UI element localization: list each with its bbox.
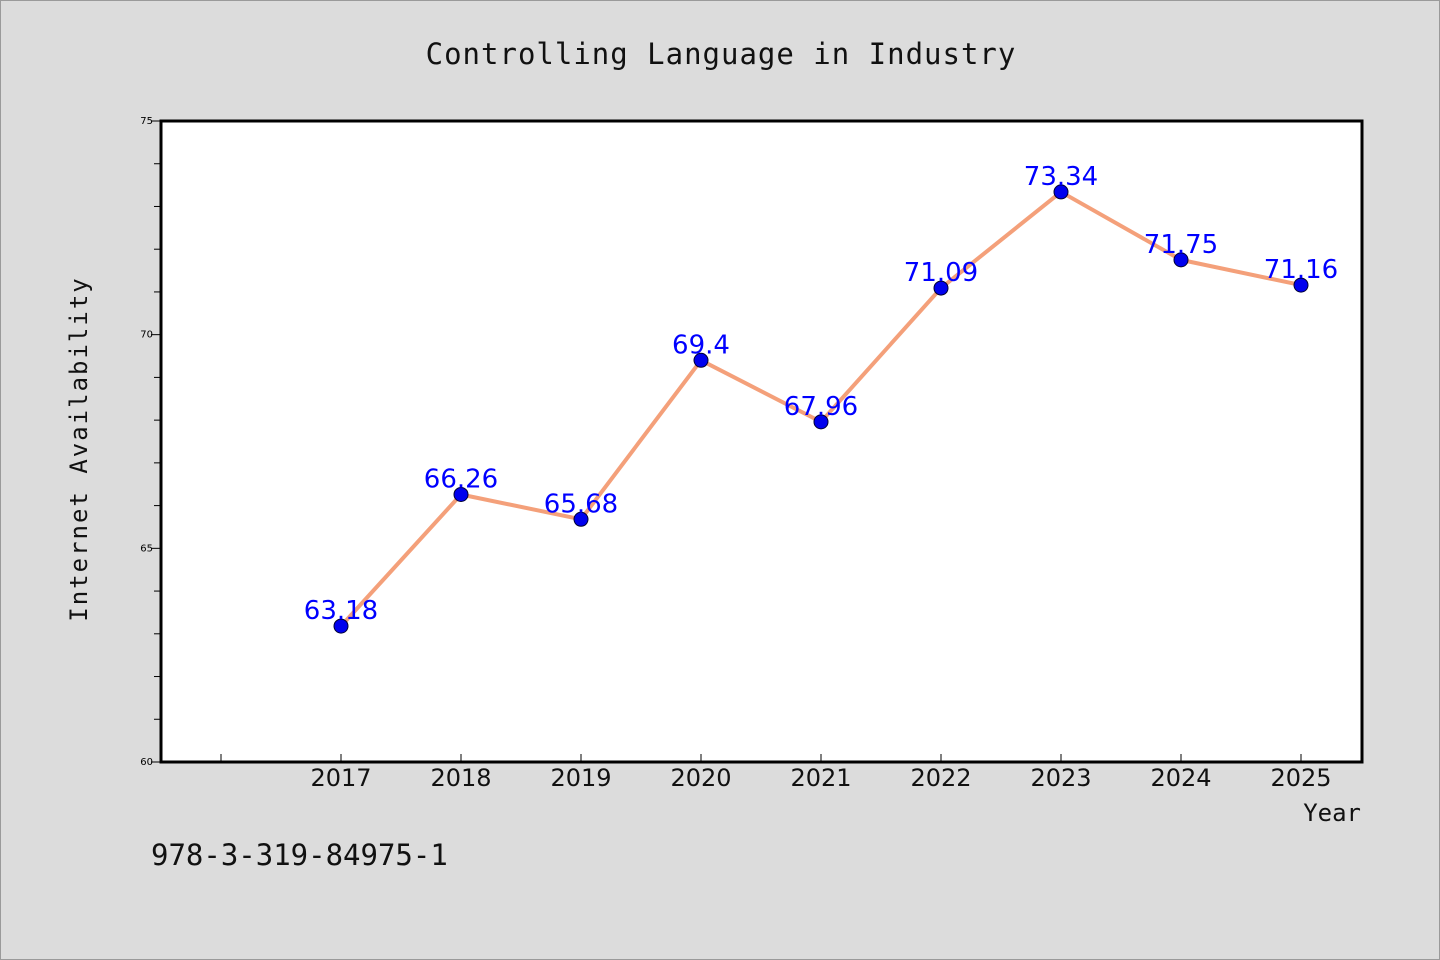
x-tick-label: 2017 (310, 764, 371, 792)
y-tick-label: 65 (140, 543, 153, 554)
chart-title: Controlling Language in Industry (426, 37, 1017, 71)
y-tick-label: 60 (140, 757, 153, 768)
data-label: 69.4 (672, 330, 730, 360)
data-label: 66.26 (424, 464, 498, 494)
data-point-marker (1293, 277, 1309, 293)
data-point-marker (1053, 184, 1069, 200)
data-point-marker (813, 414, 829, 430)
data-label: 71.09 (904, 258, 978, 288)
y-axis-label: Internet Availability (65, 276, 93, 621)
x-axis: 2017 2018 2019 2020 2021 2022 2023 2024 2025 (220, 754, 1332, 792)
data-point-marker (1173, 252, 1189, 268)
y-tick-label: 70 (140, 330, 153, 341)
data-label: 71.16 (1264, 255, 1338, 285)
data-point-marker (573, 511, 589, 527)
data-label: 67.96 (784, 392, 858, 422)
data-label: 73.34 (1024, 162, 1098, 192)
x-tick-label: 2020 (670, 764, 731, 792)
x-axis-label: Year (1303, 799, 1361, 827)
data-point-marker (933, 280, 949, 296)
x-tick-label: 2025 (1270, 764, 1331, 792)
data-label: 65.68 (544, 489, 618, 519)
series-line-group: 63.18 66.26 65.68 69.4 67.96 71.09 73.34 71.75 7… (304, 162, 1338, 634)
data-point-marker (453, 486, 469, 502)
x-tick-label: 2019 (550, 764, 611, 792)
x-tick-label: 2018 (430, 764, 491, 792)
y-axis: 60 65 70 75 (140, 116, 161, 768)
x-tick-label: 2024 (1150, 764, 1211, 792)
data-point-marker (333, 618, 349, 634)
data-point-marker (693, 352, 709, 368)
data-label: 71.75 (1144, 230, 1218, 260)
data-label: 63.18 (304, 596, 378, 626)
x-tick-label: 2021 (790, 764, 851, 792)
footer-code: 978-3-319-84975-1 (151, 838, 448, 872)
plot-area (159, 119, 1364, 764)
y-tick-label: 75 (140, 116, 153, 127)
x-tick-label: 2023 (1030, 764, 1091, 792)
x-tick-label: 2022 (910, 764, 971, 792)
